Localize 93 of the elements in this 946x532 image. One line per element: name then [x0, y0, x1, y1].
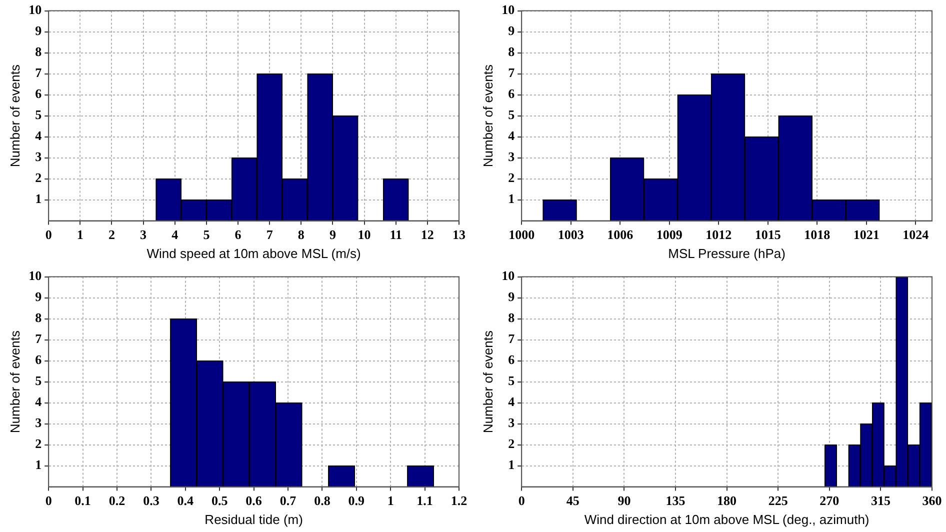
x-tick-label: 360 [922, 492, 942, 508]
y-tick-label: 10 [502, 2, 515, 18]
x-tick-label: 8 [298, 226, 305, 242]
y-axis-title: Number of events [480, 330, 496, 434]
x-tick-label: 0 [45, 226, 52, 242]
y-tick-label: 4 [35, 394, 42, 410]
x-tick-label: 5 [203, 226, 210, 242]
x-tick-label: 0.9 [348, 492, 366, 508]
x-tick-label: 1006 [607, 226, 634, 242]
x-tick-label: 0.5 [211, 492, 228, 508]
x-tick-label: 1003 [558, 226, 584, 242]
x-tick-label: 1.2 [450, 492, 468, 508]
y-tick-label: 7 [35, 331, 42, 346]
y-tick-label: 8 [35, 44, 42, 60]
y-tick-label: 7 [508, 65, 516, 80]
y-tick-label: 6 [35, 352, 42, 368]
y-tick-label: 5 [35, 107, 42, 122]
x-tick-label: 0.1 [74, 492, 91, 508]
x-tick-label: 0.2 [108, 492, 126, 508]
x-tick-label: 0.8 [314, 492, 331, 508]
x-tick-label: 12 [420, 226, 434, 242]
x-tick-label: 1 [76, 226, 84, 242]
y-tick-label: 2 [508, 170, 515, 186]
x-tick-label: 1009 [656, 226, 683, 242]
y-tick-label: 5 [35, 373, 42, 388]
y-tick-label: 3 [35, 149, 42, 164]
y-axis-title: Number of events [480, 64, 496, 168]
x-tick-label: 1000 [508, 226, 535, 242]
y-tick-label: 7 [508, 331, 516, 346]
y-tick-label: 3 [508, 149, 516, 164]
y-tick-label: 2 [35, 436, 42, 452]
y-tick-label: 5 [508, 373, 516, 388]
x-tick-label: 1018 [804, 226, 831, 242]
x-axis-title: MSL Pressure (hPa) [668, 246, 786, 261]
x-tick-label: 1015 [754, 226, 782, 242]
y-tick-label: 9 [508, 23, 516, 38]
y-tick-label: 4 [35, 128, 42, 144]
y-tick-label: 3 [508, 415, 516, 430]
y-tick-label: 9 [35, 23, 42, 38]
x-tick-label: 135 [666, 492, 686, 508]
y-tick-label: 2 [508, 436, 515, 452]
y-tick-label: 9 [35, 289, 42, 304]
x-tick-label: 315 [870, 492, 891, 508]
x-tick-label: 1 [387, 492, 394, 508]
x-axis-title: Wind direction at 10m above MSL (deg., azimuth) [584, 512, 870, 527]
x-tick-label: 3 [140, 226, 148, 242]
x-tick-label: 9 [329, 226, 336, 242]
x-tick-label: 0.4 [177, 492, 194, 508]
y-tick-label: 10 [28, 2, 42, 18]
x-tick-label: 0.6 [246, 492, 262, 508]
x-tick-label: 1012 [706, 226, 732, 242]
x-tick-label: 0 [518, 492, 525, 508]
y-tick-label: 8 [35, 310, 42, 326]
y-tick-label: 10 [502, 268, 515, 284]
x-tick-label: 4 [172, 226, 179, 242]
x-tick-label: 270 [820, 492, 840, 508]
y-tick-label: 6 [508, 86, 516, 102]
y-tick-label: 8 [508, 44, 516, 60]
x-axis-title: Residual tide (m) [204, 512, 303, 527]
y-axis-title: Number of events [7, 64, 22, 168]
x-tick-label: 90 [618, 492, 631, 508]
y-tick-label: 4 [508, 394, 516, 410]
x-tick-label: 0.3 [143, 492, 160, 508]
x-tick-label: 0.7 [280, 492, 297, 508]
x-tick-label: 13 [452, 226, 466, 242]
x-tick-label: 45 [566, 492, 580, 508]
y-tick-label: 8 [508, 310, 516, 326]
x-tick-label: 1.1 [416, 492, 433, 508]
y-tick-label: 6 [508, 352, 516, 368]
x-tick-label: 1021 [853, 226, 880, 242]
y-tick-label: 5 [508, 107, 516, 122]
x-tick-label: 225 [768, 492, 788, 508]
x-tick-label: 7 [266, 226, 274, 242]
y-tick-label: 1 [508, 191, 515, 206]
x-tick-label: 10 [358, 226, 371, 242]
x-tick-label: 180 [717, 492, 737, 508]
x-tick-label: 2 [108, 226, 115, 242]
y-tick-label: 10 [28, 268, 42, 284]
x-tick-label: 11 [390, 226, 402, 242]
x-tick-label: 0 [45, 492, 52, 508]
y-tick-label: 9 [508, 289, 516, 304]
y-tick-label: 1 [508, 457, 515, 472]
y-tick-label: 4 [508, 128, 516, 144]
y-tick-label: 2 [35, 170, 42, 186]
y-tick-label: 1 [35, 457, 42, 472]
x-axis-title: Wind speed at 10m above MSL (m/s) [146, 246, 361, 261]
y-tick-label: 6 [35, 86, 42, 102]
y-tick-label: 1 [35, 191, 42, 206]
y-tick-label: 3 [35, 415, 42, 430]
y-tick-label: 7 [35, 65, 42, 80]
y-axis-title: Number of events [7, 330, 22, 434]
x-tick-label: 1024 [902, 226, 930, 242]
x-tick-label: 6 [234, 226, 242, 242]
